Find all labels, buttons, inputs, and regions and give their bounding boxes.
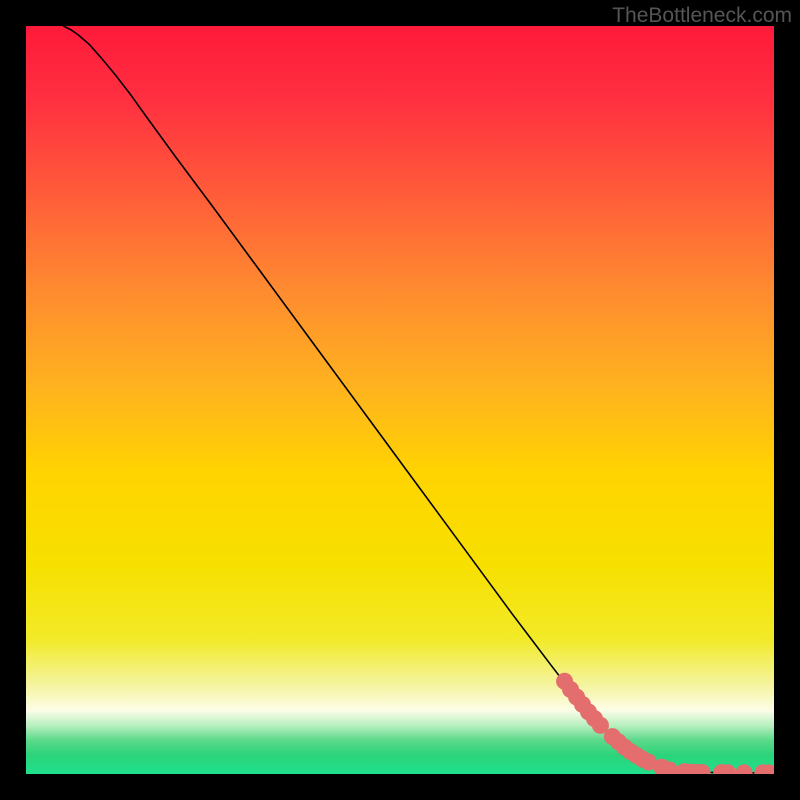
chart-svg [0, 0, 800, 800]
attribution-text: TheBottleneck.com [612, 4, 792, 28]
plot-bg [26, 26, 774, 774]
chart-stage: TheBottleneck.com [0, 0, 800, 800]
